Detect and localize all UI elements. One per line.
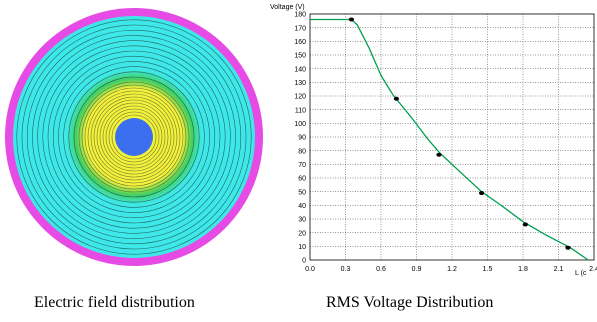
equipotential-line — [52, 55, 216, 219]
equipotential-line — [105, 108, 163, 166]
x-tick-label: 1.2 — [447, 266, 457, 273]
equipotential-line — [42, 45, 226, 229]
x-axis-label: L (c — [575, 270, 587, 277]
y-tick-label: 120 — [294, 94, 306, 101]
y-tick-label: 140 — [294, 66, 306, 73]
y-tick-label: 70 — [298, 162, 306, 169]
conductor-core — [115, 118, 153, 156]
equipotential-line — [21, 24, 247, 250]
data-marker — [522, 222, 528, 227]
y-tick-label: 60 — [298, 176, 306, 183]
electric-field-caption: Electric field distribution — [34, 294, 195, 311]
equipotential-line — [68, 71, 200, 203]
equipotential-line — [26, 29, 242, 245]
equipotential-line — [32, 35, 236, 239]
x-tick-label: 0.9 — [412, 266, 422, 273]
y-tick-label: 170 — [294, 25, 306, 32]
y-tick-label: 150 — [294, 53, 306, 60]
equipotential-line — [47, 50, 221, 224]
equipotential-line — [87, 90, 181, 184]
y-tick-label: 10 — [298, 244, 306, 251]
equipotential-line — [63, 66, 205, 208]
equipotential-line — [16, 19, 252, 255]
x-tick-label: 2.1 — [554, 266, 564, 273]
data-marker — [436, 152, 442, 157]
y-tick-label: 100 — [294, 121, 306, 128]
equipotential-line — [81, 84, 187, 190]
x-tick-label: 0.6 — [376, 266, 386, 273]
equipotential-line — [111, 114, 157, 160]
equipotential-line — [84, 87, 184, 187]
rms-voltage-chart-svg: 0 10 20 30 40 50 60 70 80 90 100 110 120 130 140 150 160… — [270, 4, 597, 277]
equipotential-line — [102, 105, 166, 169]
y-tick-label: 20 — [298, 230, 306, 237]
equipotential-line — [73, 76, 195, 198]
data-marker — [348, 17, 355, 22]
y-tick-label: 0 — [302, 258, 306, 265]
equipotential-line — [99, 102, 169, 172]
rms-voltage-caption: RMS Voltage Distribution — [326, 294, 494, 311]
data-marker — [393, 96, 399, 101]
equipotential-line — [58, 61, 210, 213]
x-tick-label: 1.5 — [483, 266, 493, 273]
rms-voltage-chart: 0 10 20 30 40 50 60 70 80 90 100 110 120 130 140 150 160… — [268, 0, 597, 282]
equipotential-line — [108, 111, 160, 163]
x-tick-label: 2.4 — [589, 266, 597, 273]
y-tick-label: 80 — [298, 148, 306, 155]
y-tick-label: 50 — [298, 189, 306, 196]
y-tick-label: 180 — [294, 12, 306, 19]
x-tick-label: 1.8 — [518, 266, 528, 273]
electric-field-figure — [5, 8, 263, 266]
y-tick-label: 110 — [295, 107, 306, 114]
y-axis-label: Voltage (V) — [270, 4, 305, 11]
y-tick-label: 30 — [298, 217, 306, 224]
data-marker — [478, 191, 485, 196]
y-tick-label: 40 — [298, 203, 306, 210]
x-tick-label: 0.0 — [305, 266, 315, 273]
equipotential-line — [37, 40, 231, 234]
y-tick-label: 160 — [294, 39, 306, 46]
equipotential-line — [96, 99, 172, 175]
electric-field-plot — [0, 0, 270, 272]
equipotential-line — [78, 81, 190, 193]
x-tick-label: 0.3 — [341, 266, 351, 273]
equipotential-line — [90, 93, 178, 181]
equipotential-line — [93, 96, 175, 178]
data-marker — [565, 245, 571, 250]
y-tick-label: 90 — [298, 135, 306, 142]
y-tick-label: 130 — [294, 80, 306, 87]
